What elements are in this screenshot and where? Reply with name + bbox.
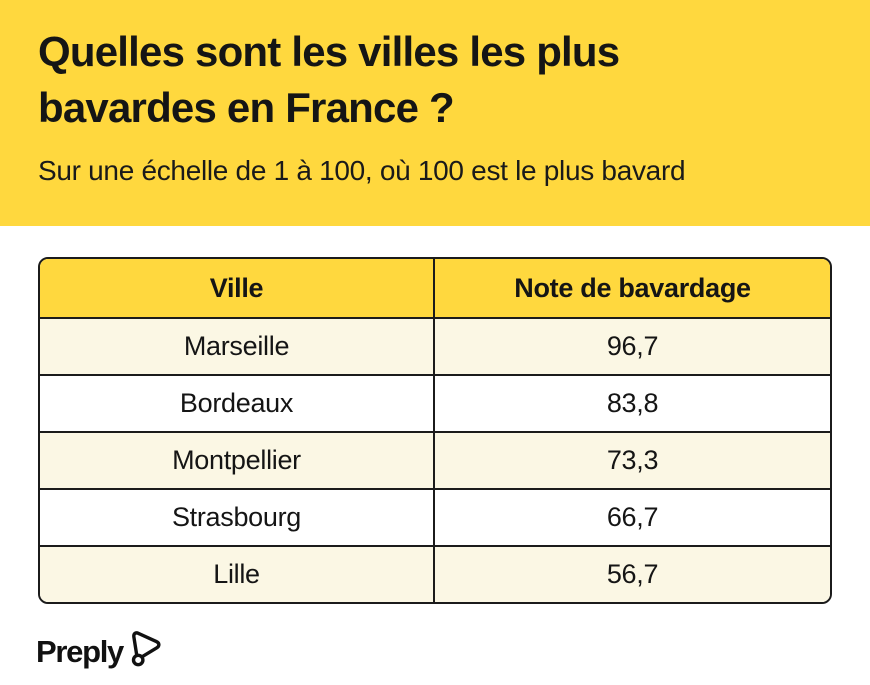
city-cell: Strasbourg [171, 502, 302, 532]
page-title-line2: bavardes en France ? [38, 84, 455, 132]
talkative-cities-table: Ville Note de bavardage Marseille 96,7 B… [38, 257, 832, 604]
table-row: Montpellier 73,3 [40, 431, 830, 488]
score-cell: 66,7 [433, 490, 830, 545]
score-cell: 56,7 [433, 547, 830, 602]
city-cell: Montpellier [172, 445, 301, 475]
column-header-score: Note de bavardage [433, 259, 830, 317]
score-cell: 83,8 [433, 376, 830, 431]
city-cell: Bordeaux [179, 388, 294, 418]
table-row: Lille 56,7 [40, 545, 830, 602]
table-row: Strasbourg 66,7 [40, 488, 830, 545]
page-subtitle: Sur une échelle de 1 à 100, où 100 est l… [38, 154, 686, 186]
score-cell: 73,3 [433, 433, 830, 488]
yellow-header-block: Quelles sont les villes les plus bavarde… [0, 0, 870, 226]
table-row: Bordeaux 83,8 [40, 374, 830, 431]
column-header-city: Ville [209, 272, 264, 303]
brand-name: Preply [36, 634, 124, 669]
table-row: Marseille 96,7 [40, 317, 830, 374]
page-title: Quelles sont les villes les plus bavarde… [38, 24, 758, 137]
score-cell: 96,7 [433, 319, 830, 374]
city-cell: Marseille [183, 331, 290, 361]
preply-speech-bubble-icon [131, 631, 161, 667]
city-cell: Lille [213, 559, 260, 589]
brand-footer: Preply [36, 631, 162, 671]
page-title-line1: Quelles sont les villes les plus [38, 28, 620, 75]
table-header-row: Ville Note de bavardage [40, 259, 830, 317]
